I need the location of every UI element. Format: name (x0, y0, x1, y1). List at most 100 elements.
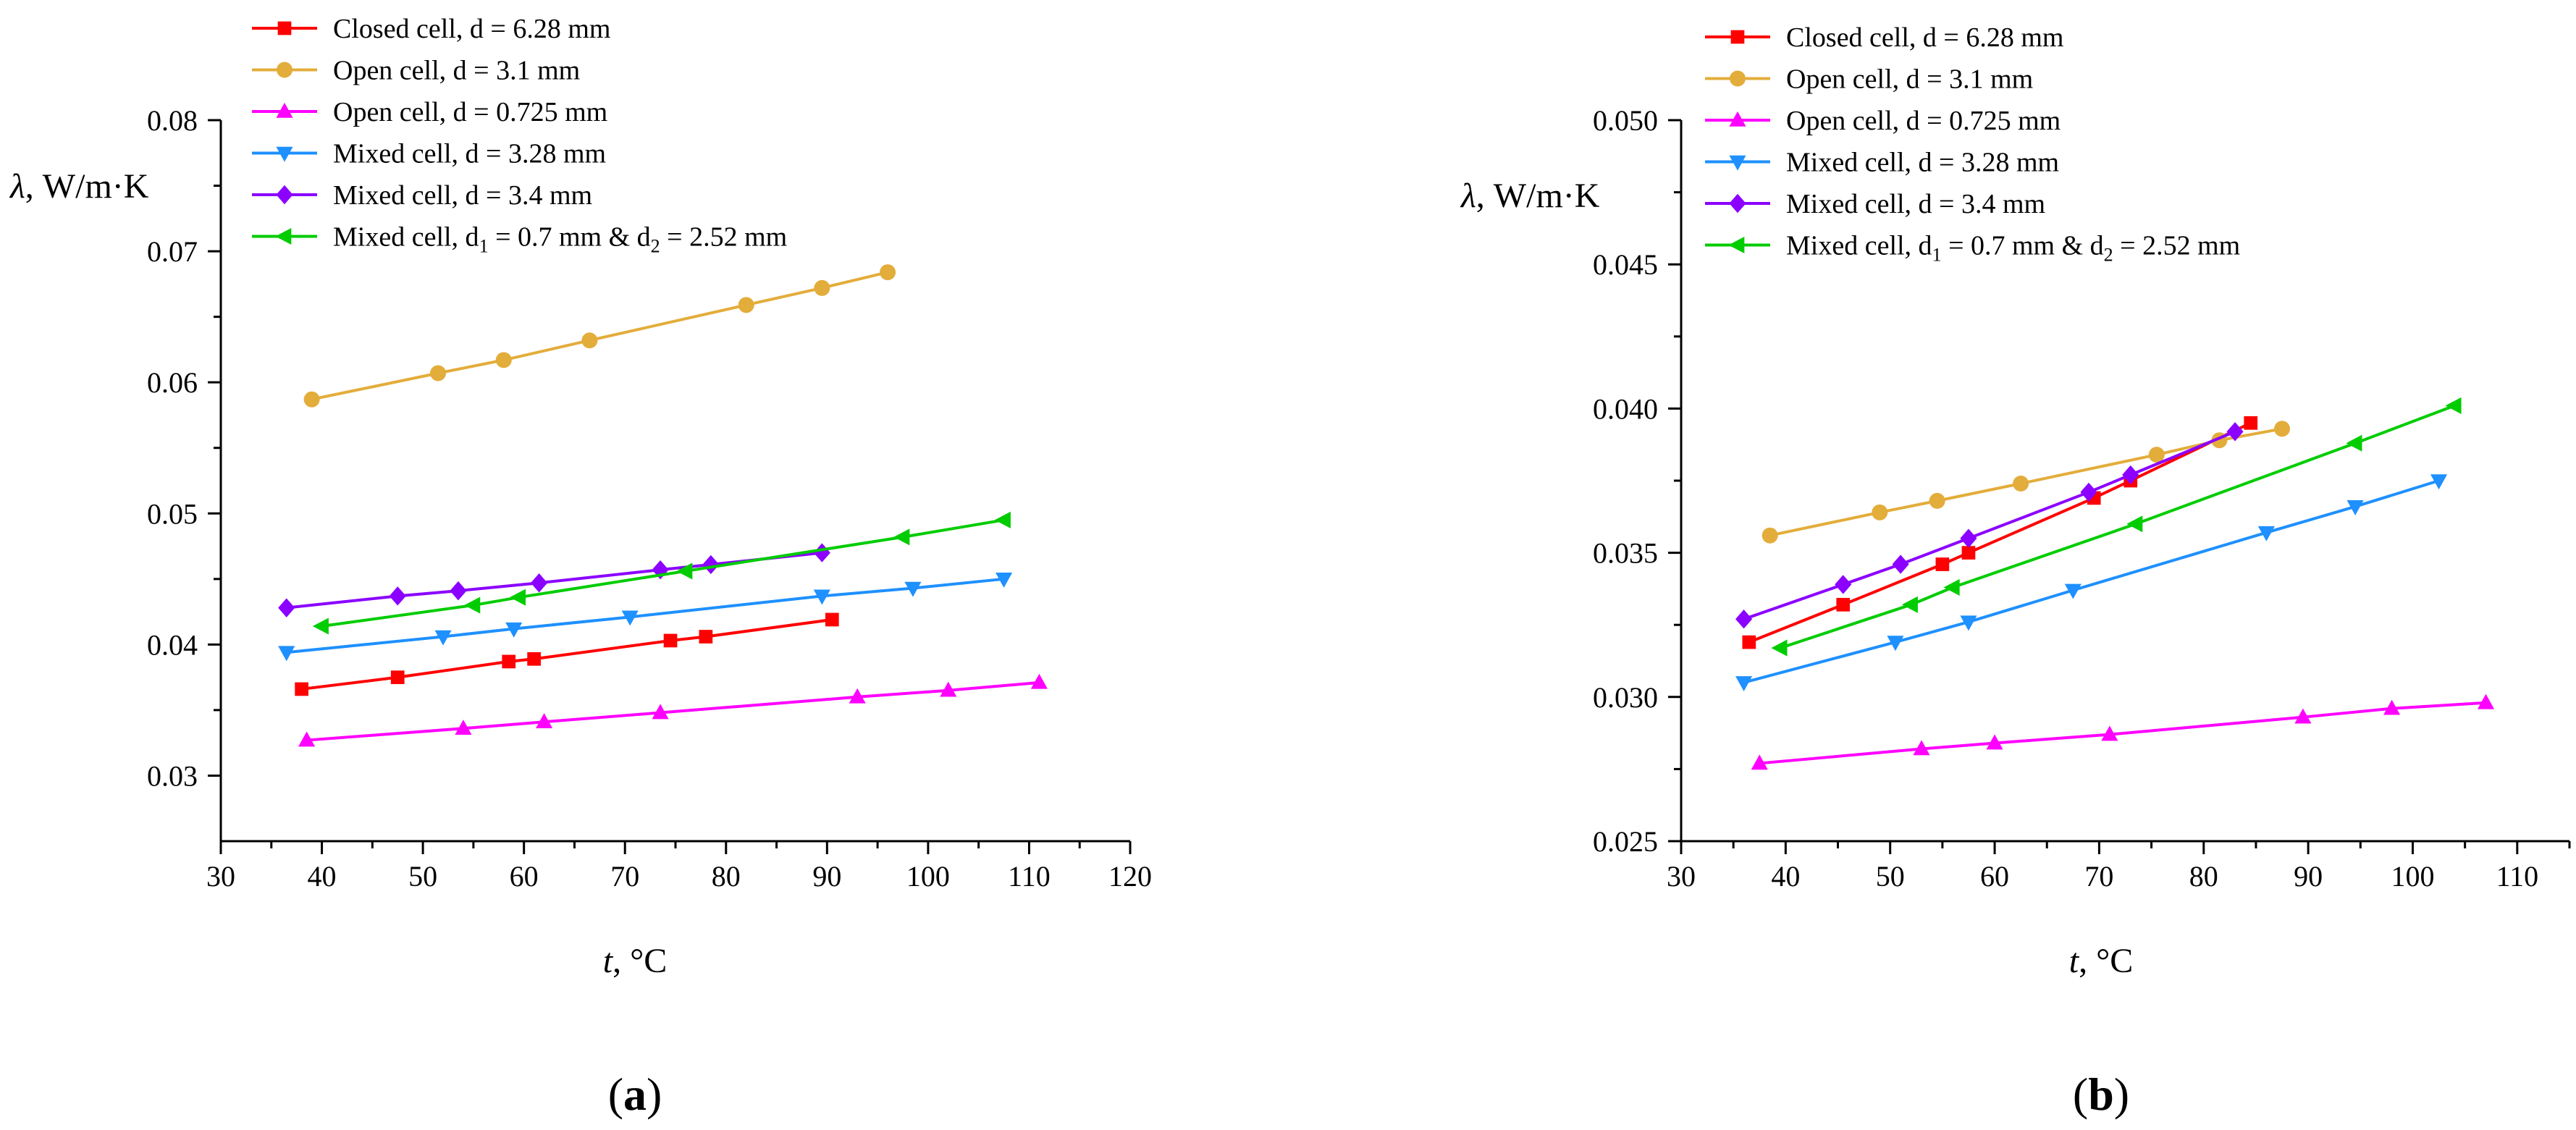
data-point (502, 654, 516, 669)
series-line (1759, 701, 2486, 765)
x-tick-label: 90 (2294, 860, 2323, 893)
data-point (430, 365, 447, 381)
data-point (663, 633, 678, 648)
data-point (676, 562, 693, 580)
x-tick-label: 100 (2391, 860, 2434, 893)
y-tick-label: 0.06 (147, 366, 198, 399)
data-point (536, 713, 553, 729)
data-point (1960, 528, 1977, 548)
data-point (2064, 583, 2082, 599)
data-point (312, 617, 329, 635)
data-point (1887, 636, 1904, 652)
data-point (1986, 734, 2003, 750)
data-point (904, 581, 922, 597)
data-point (994, 511, 1011, 528)
y-tick-label: 0.04 (147, 628, 198, 661)
series-5 (312, 511, 1011, 635)
legend-entry: Mixed cell, d1 = 0.7 mm & d2 = 2.52 mm (1705, 231, 2240, 266)
x-tick-label: 30 (206, 860, 235, 893)
y-tick-label: 0.025 (1593, 825, 1658, 858)
panel-label: (b) (2073, 1068, 2129, 1120)
legend-label: Open cell, d = 3.1 mm (1786, 64, 2033, 95)
x-tick-label: 50 (408, 860, 437, 893)
data-point (2294, 708, 2312, 724)
data-point (2226, 422, 2244, 442)
legend-label: Mixed cell, d1 = 0.7 mm & d2 = 2.52 mm (1786, 231, 2240, 266)
data-point (1901, 596, 1918, 613)
panel-label: (a) (608, 1068, 662, 1120)
legend-label: Open cell, d = 0.725 mm (333, 97, 607, 127)
data-point (2257, 526, 2275, 541)
data-point (1742, 635, 1756, 649)
legend-marker (1730, 30, 1745, 44)
legend-label: Open cell, d = 3.1 mm (333, 56, 580, 86)
x-tick-label: 60 (510, 860, 539, 893)
data-point (814, 279, 830, 296)
data-point (2477, 693, 2495, 709)
series-line (306, 680, 1040, 742)
legend-marker (1730, 70, 1746, 87)
y-tick-label: 0.035 (1593, 537, 1658, 570)
series-3 (1735, 474, 2448, 691)
legend-entry: Mixed cell, d = 3.28 mm (252, 139, 606, 169)
legend-marker (1728, 236, 1745, 254)
data-point (813, 589, 830, 605)
data-point (2013, 475, 2029, 492)
legend-entry: Mixed cell, d = 3.4 mm (1705, 189, 2045, 219)
legend-entry: Closed cell, d = 6.28 mm (252, 14, 610, 44)
data-point (1735, 676, 1753, 691)
data-point (813, 543, 830, 562)
legend-marker (276, 185, 293, 205)
data-point (390, 670, 405, 684)
data-point (1735, 610, 1753, 629)
legend-marker (1729, 193, 1746, 214)
data-point (1892, 555, 1909, 574)
y-tick-label: 0.030 (1593, 681, 1658, 714)
y-tick-label: 0.040 (1593, 392, 1658, 425)
data-point (450, 581, 467, 601)
x-tick-label: 40 (1771, 860, 1800, 893)
y-axis-title: λ, W/m·K (9, 167, 149, 206)
legend-marker (1729, 111, 1746, 127)
x-tick-label: 110 (1008, 860, 1051, 893)
legend-entry: Open cell, d = 3.1 mm (1705, 64, 2033, 95)
x-tick-label: 30 (1667, 860, 1696, 893)
legend-entry: Mixed cell, d = 3.28 mm (1705, 148, 2059, 178)
data-point (738, 297, 754, 313)
data-point (1761, 527, 1778, 544)
legend-marker (277, 21, 292, 35)
data-point (996, 573, 1013, 588)
y-axis-title: λ, W/m·K (1460, 177, 1600, 215)
legend-label: Mixed cell, d = 3.4 mm (333, 180, 592, 211)
y-tick-label: 0.08 (147, 104, 198, 137)
data-point (2244, 416, 2258, 430)
data-point (298, 731, 316, 747)
data-point (303, 391, 320, 408)
legend-label: Closed cell, d = 6.28 mm (333, 14, 610, 44)
legend-label: Open cell, d = 0.725 mm (1786, 106, 2061, 136)
x-tick-label: 90 (812, 860, 841, 893)
data-point (1960, 615, 1977, 631)
x-tick-label: 70 (2084, 860, 2113, 893)
data-point (1872, 504, 1888, 520)
data-point (278, 646, 295, 662)
series-0 (295, 612, 839, 696)
y-tick-label: 0.045 (1593, 248, 1658, 281)
legend-entry: Mixed cell, d = 3.4 mm (252, 180, 592, 211)
x-tick-label: 120 (1108, 860, 1152, 893)
chart-panel-a: 30 40 50 60 70 80 90 100 110 120 0.03 0.04 0.05 0.06 0… (9, 14, 1152, 1120)
series-4 (1735, 422, 2244, 629)
data-point (2430, 474, 2448, 490)
x-tick-label: 110 (2496, 860, 2539, 893)
data-point (1030, 673, 1048, 689)
data-point (531, 573, 548, 593)
legend-marker (276, 146, 293, 162)
data-point (893, 528, 910, 546)
legend-label: Closed cell, d = 6.28 mm (1786, 22, 2063, 53)
legend-label: Mixed cell, d = 3.28 mm (333, 139, 606, 169)
data-point (2346, 434, 2362, 452)
data-point (1836, 597, 1851, 612)
legend-entry: Mixed cell, d1 = 0.7 mm & d2 = 2.52 mm (252, 222, 787, 257)
x-tick-label: 100 (906, 860, 950, 893)
